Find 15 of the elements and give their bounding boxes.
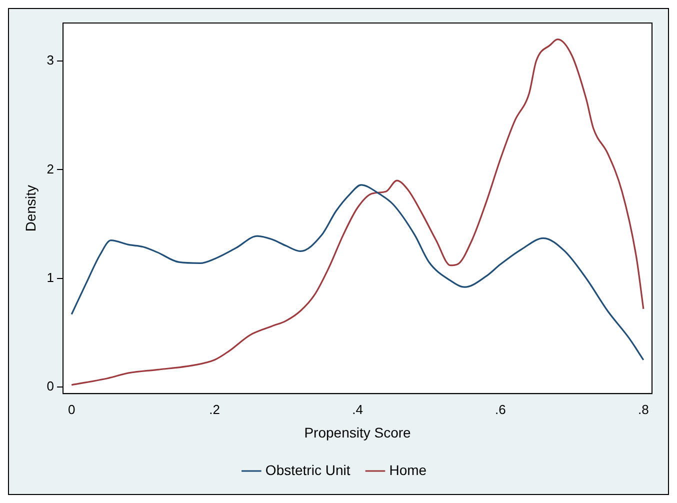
y-tick-label: 3	[46, 52, 54, 68]
legend-label: Obstetric Unit	[265, 462, 350, 478]
x-tick-label: .4	[352, 402, 363, 417]
y-tick-label: 1	[46, 270, 54, 285]
x-tick-label: .6	[495, 402, 506, 417]
line-series	[70, 184, 644, 361]
y-axis-title: Density	[22, 184, 38, 232]
x-tick-label: .8	[638, 402, 649, 417]
legend-label: Home	[389, 462, 427, 478]
x-tick-label: 0	[68, 402, 76, 417]
y-tick-label: 2	[46, 161, 54, 176]
x-tick-label: .2	[209, 402, 220, 417]
line-series	[70, 38, 644, 386]
x-axis-title: Propensity Score	[304, 424, 412, 440]
y-tick-label: 0	[46, 378, 54, 394]
